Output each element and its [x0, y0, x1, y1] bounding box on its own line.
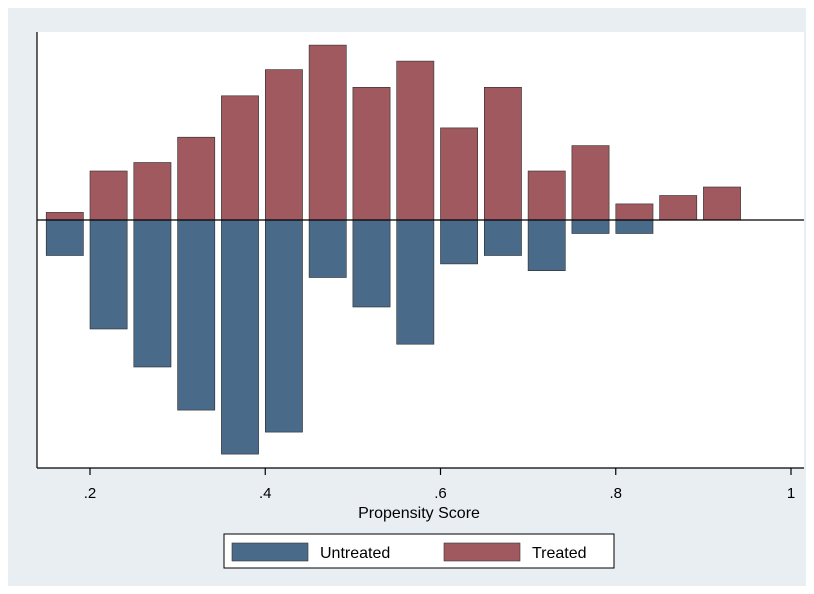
treated-bar-3 — [177, 136, 216, 221]
treated-bars — [45, 44, 741, 221]
treated-bar-13 — [615, 203, 654, 221]
treated-bar-5 — [264, 69, 303, 221]
x-axis-ticks: .2 .4 .6 .8 1 — [84, 468, 795, 502]
untreated-bar-11 — [527, 219, 566, 272]
treated-bar-9 — [440, 127, 479, 221]
untreated-bar-13 — [615, 219, 654, 234]
untreated-bar-1 — [89, 219, 128, 330]
untreated-bar-0 — [45, 219, 84, 256]
treated-bar-4 — [221, 95, 259, 221]
x-tick-label-0: .2 — [84, 485, 97, 502]
untreated-bar-5 — [264, 219, 303, 433]
treated-bar-0 — [45, 212, 84, 221]
untreated-bar-8 — [396, 219, 435, 345]
untreated-bar-7 — [352, 219, 391, 308]
x-axis-title: Propensity Score — [358, 505, 480, 522]
untreated-bar-4 — [221, 219, 259, 455]
treated-bar-15 — [703, 186, 741, 221]
treated-bar-2 — [133, 162, 172, 221]
treated-bar-11 — [527, 170, 566, 221]
x-tick-label-4: 1 — [787, 485, 795, 502]
chart-background: .2 .4 .6 .8 1 Propensity Score Untreated Tre… — [8, 8, 806, 586]
untreated-bar-9 — [440, 219, 479, 265]
treated-bar-1 — [89, 170, 128, 221]
untreated-bar-6 — [308, 219, 347, 278]
propensity-score-chart: .2 .4 .6 .8 1 Propensity Score Untreated Tre… — [36, 32, 804, 569]
treated-bar-8 — [396, 60, 435, 221]
legend-swatch-untreated — [231, 542, 309, 562]
treated-bar-12 — [571, 145, 610, 221]
treated-bar-10 — [483, 87, 522, 221]
legend-swatch-treated — [443, 542, 521, 562]
treated-bar-7 — [352, 87, 391, 221]
x-tick-label-1: .4 — [259, 485, 272, 502]
legend: Untreated Treated — [223, 533, 615, 569]
untreated-bar-12 — [571, 219, 610, 234]
x-tick-label-3: .8 — [609, 485, 622, 502]
legend-label-treated: Treated — [532, 545, 587, 562]
untreated-bar-3 — [177, 219, 216, 411]
x-tick-label-2: .6 — [434, 485, 447, 502]
legend-label-untreated: Untreated — [320, 545, 390, 562]
untreated-bars — [45, 219, 654, 455]
untreated-bar-2 — [133, 219, 172, 368]
untreated-bar-10 — [483, 219, 522, 256]
treated-bar-6 — [308, 44, 347, 221]
treated-bar-14 — [659, 195, 698, 221]
